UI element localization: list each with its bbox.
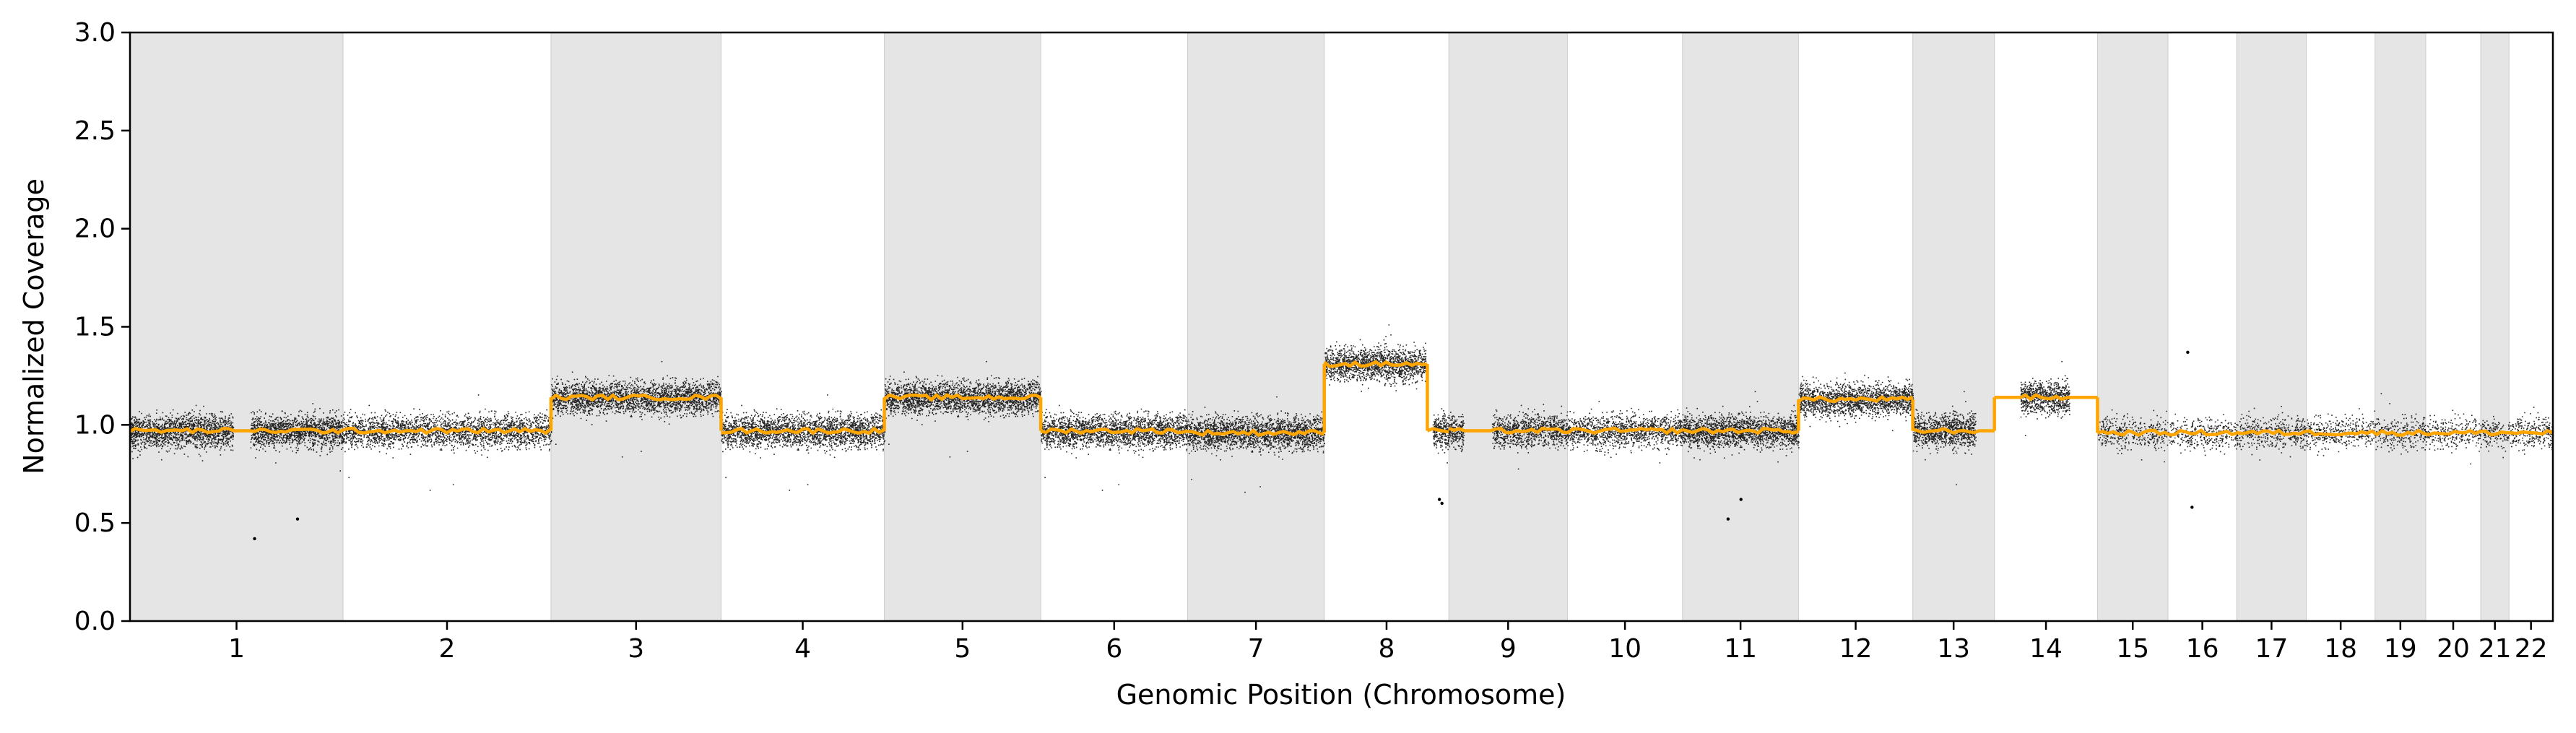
segment-line-10 [1682,426,1800,435]
x-tick-label-chr11: 11 [1724,634,1757,664]
x-axis: 1 2 3 4 5 6 7 8 9 10 11 12 13 14 15 16 17 18 19 20 21 22 [228,621,2548,664]
segment-line-0 [129,427,344,435]
point-cluster-10 [1683,391,1800,463]
outlier-point [1739,498,1743,501]
segment-line-3 [721,426,885,435]
outlier-point [1440,501,1444,506]
chromosome-bands [129,32,2510,622]
point-cluster-11 [1798,372,1914,432]
point-cluster-14 [2097,393,2554,465]
y-axis-label: Normalized Coverage [18,178,50,474]
x-tick-label-chr21: 21 [2479,634,2512,664]
x-tick-label-chr14: 14 [2029,634,2063,664]
chromosome-band-1 [129,32,344,622]
x-tick-label-chr8: 8 [1379,634,1395,664]
x-tick-label-chr15: 15 [2116,634,2149,664]
x-tick-label-chr2: 2 [439,634,456,664]
chromosome-band-7 [1187,32,1325,622]
point-cluster-12 [1912,391,1977,485]
y-tick-label: 2.5 [74,116,116,146]
segment-line-11 [1797,395,1914,404]
point-cluster-7 [1324,324,1427,392]
y-tick-label: 3.0 [74,18,116,48]
segment-line-8 [1426,427,1449,434]
segment-line-5 [1040,427,1189,435]
point-cluster-8 [1432,408,1450,464]
outlier-point [295,517,300,521]
chromosome-band-17 [2236,32,2307,622]
segment-line-14 [2096,428,2554,438]
chromosome-band-11 [1682,32,1799,622]
outlier-point [1437,498,1441,501]
segment-line-9 [1448,426,1684,435]
x-tick-label-chr13: 13 [1937,634,1970,664]
chromosome-band-19 [2375,32,2427,622]
segment-line-7 [1323,360,1428,368]
y-axis: 0.0 0.5 1.0 1.5 2.0 2.5 3.0 [74,18,130,636]
point-cluster-0 [130,403,344,472]
x-tick-label-chr6: 6 [1106,634,1122,664]
x-tick-label-chr17: 17 [2255,634,2288,664]
chromosome-band-13 [1912,32,1995,622]
x-tick-label-chr7: 7 [1248,634,1265,664]
outlier-point [1726,517,1730,521]
x-tick-label-chr19: 19 [2384,634,2417,664]
segment-line-12 [1912,427,1995,435]
chromosome-band-21 [2480,32,2510,622]
plot-frame [129,31,2554,623]
x-tick-label-chr4: 4 [794,634,811,664]
segment-line-4 [883,393,1042,402]
segment-line-1 [342,426,552,435]
y-tick-label: 1.5 [74,313,116,342]
segment-line-6 [1187,428,1325,438]
x-axis-label: Genomic Position (Chromosome) [1116,679,1566,711]
segment-line-2 [550,393,722,402]
chromosome-band-5 [884,32,1041,622]
x-tick-label-chr16: 16 [2186,634,2219,664]
outlier-point [2190,506,2194,509]
y-tick-label: 0.5 [74,508,116,538]
y-tick-label: 2.0 [74,214,116,244]
segment-lines [129,360,2554,438]
point-cluster-3 [721,394,886,491]
point-cluster-5 [1041,404,1189,491]
chromosome-band-15 [2096,32,2169,622]
point-cluster-9 [1449,401,1684,470]
x-tick-label-chr22: 22 [2515,634,2548,664]
x-tick-label-chr20: 20 [2437,634,2470,664]
x-tick-label-chr9: 9 [1500,634,1517,664]
segment-line-13 [1994,393,2098,402]
y-tick-label: 1.0 [74,410,116,440]
chromosome-band-3 [550,32,722,622]
x-tick-label-chr3: 3 [628,634,644,664]
x-tick-label-chr1: 1 [228,634,245,664]
x-tick-label-chr18: 18 [2324,634,2357,664]
x-tick-label-chr10: 10 [1608,634,1642,664]
outlier-point [2186,350,2190,355]
outlier-point [253,537,256,541]
y-tick-label: 0.0 [74,607,116,636]
x-tick-label-chr12: 12 [1839,634,1873,664]
point-cluster-1 [343,394,552,491]
chromosome-band-9 [1448,32,1568,622]
x-tick-label-chr5: 5 [954,634,971,664]
